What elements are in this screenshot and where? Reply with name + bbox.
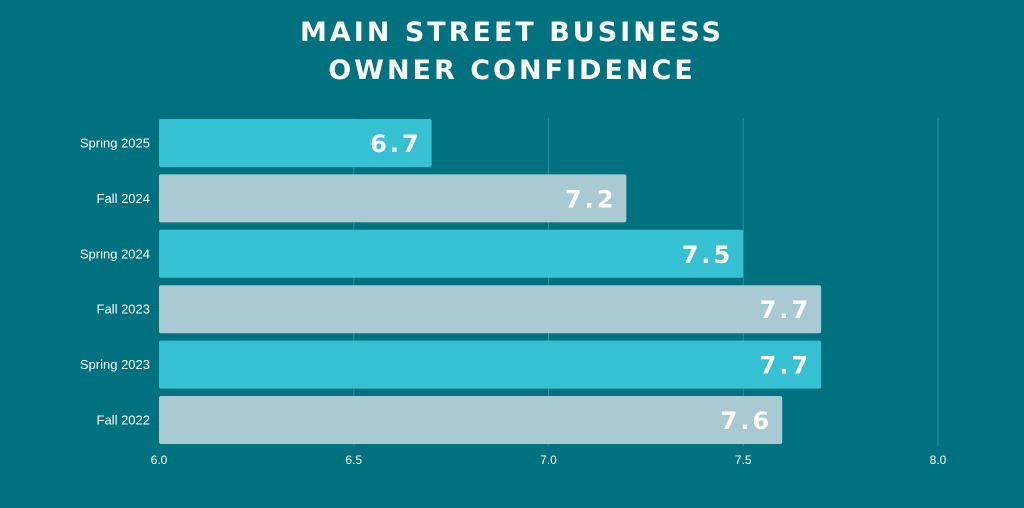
x-tick-label: 7.5 <box>735 453 752 467</box>
bar <box>159 340 822 389</box>
chart-title-line-1: MAIN STREET BUSINESS <box>300 17 724 48</box>
x-tick-label: 7.0 <box>540 453 557 467</box>
category-label: Fall 2024 <box>97 191 150 206</box>
data-label: 7.6 <box>721 407 773 435</box>
chart-title: MAIN STREET BUSINESS OWNER CONFIDENCE <box>0 14 1024 90</box>
bar <box>159 229 744 278</box>
bar <box>159 174 627 223</box>
category-label: Fall 2023 <box>97 302 150 317</box>
category-label: Spring 2024 <box>80 246 150 261</box>
bar <box>159 119 432 167</box>
data-label: 7.2 <box>565 185 617 213</box>
data-label: 7.7 <box>760 352 812 380</box>
x-tick-label: 6.0 <box>151 453 168 467</box>
bar <box>159 285 822 334</box>
data-label: 6.7 <box>370 130 422 158</box>
category-label: Spring 2023 <box>80 357 150 372</box>
data-label: 7.7 <box>760 296 812 324</box>
category-label: Fall 2022 <box>97 413 150 428</box>
bar <box>159 396 783 444</box>
category-label: Spring 2025 <box>80 136 150 151</box>
x-tick-label: 6.5 <box>345 453 362 467</box>
chart-title-line-2: OWNER CONFIDENCE <box>328 55 696 86</box>
data-label: 7.5 <box>682 241 734 269</box>
x-tick-label: 8.0 <box>930 453 947 467</box>
